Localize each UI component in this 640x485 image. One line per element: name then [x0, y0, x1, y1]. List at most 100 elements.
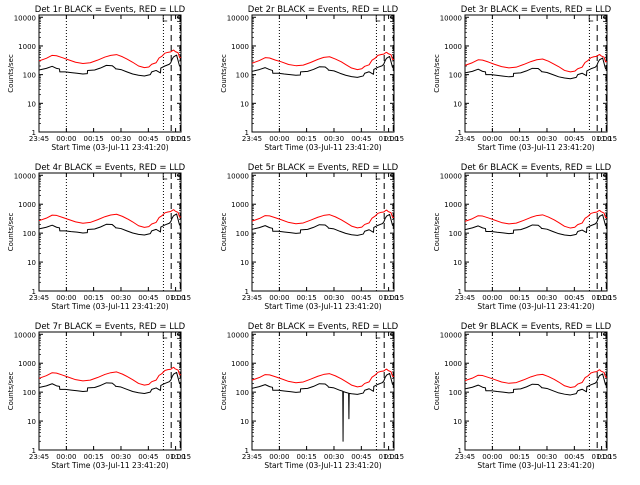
- lld-rate-line: [251, 368, 394, 388]
- y-tick-label: 1000: [18, 201, 36, 209]
- y-tick-label: 10000: [227, 172, 249, 180]
- x-tick-label: 23:45: [455, 135, 475, 143]
- plot-frame: [38, 331, 182, 451]
- x-tick-label: 00:00: [482, 294, 502, 302]
- x-tick-label: 01:00: [165, 294, 185, 302]
- x-tick-label: 00:30: [537, 453, 557, 461]
- x-tick-label: 01:00: [378, 294, 398, 302]
- panel-title: Det 6r BLACK = Events, RED = LLD: [461, 163, 612, 173]
- lld-rate-line: [251, 51, 394, 71]
- event-rate-line: [38, 54, 181, 77]
- bracket-marker: [588, 15, 594, 22]
- panel-title: Det 8r BLACK = Events, RED = LLD: [248, 322, 399, 332]
- saa-annotation: S: [389, 15, 395, 25]
- y-tick-label: 10000: [440, 172, 462, 180]
- x-tick-label: 01:00: [591, 453, 611, 461]
- y-tick-label: 10: [27, 100, 36, 108]
- x-tick-label: 00:15: [510, 135, 530, 143]
- plot-frame: [251, 172, 395, 292]
- y-tick-label: 10000: [14, 14, 36, 22]
- x-tick-label: 00:45: [138, 294, 158, 302]
- detector-panel-4: Det 4r BLACK = Events, RED = LLD 1 10 100 10…: [7, 163, 191, 311]
- x-tick-label: 23:45: [242, 453, 262, 461]
- y-axis-label: Counts/sec: [220, 213, 228, 252]
- y-axis-label: Counts/sec: [433, 213, 441, 252]
- x-tick-label: 01:15: [171, 294, 191, 302]
- plot-frame: [464, 331, 608, 451]
- x-axis-label: Start Time (03-Jul-11 23:41:20): [477, 302, 594, 311]
- x-tick-label: 00:15: [84, 135, 104, 143]
- x-tick-label: 00:30: [324, 453, 344, 461]
- y-tick-label: 1000: [444, 201, 462, 209]
- detector-panel-9: Det 9r BLACK = Events, RED = LLD 1 10 100 10…: [433, 322, 617, 470]
- x-tick-label: 01:00: [378, 453, 398, 461]
- detector-panel-7: Det 7r BLACK = Events, RED = LLD 1 10 100 10…: [7, 322, 191, 470]
- x-tick-label: 23:45: [455, 294, 475, 302]
- x-tick-label: 01:15: [597, 135, 617, 143]
- x-tick-label: 00:00: [482, 135, 502, 143]
- plot-frame: [38, 172, 182, 292]
- x-tick-label: 01:15: [597, 294, 617, 302]
- lld-rate-line: [251, 209, 394, 229]
- panel-title: Det 5r BLACK = Events, RED = LLD: [248, 163, 399, 173]
- y-tick-label: 1: [245, 288, 249, 296]
- lld-rate-line: [38, 49, 181, 69]
- x-tick-label: 01:00: [165, 135, 185, 143]
- y-axis-label: Counts/sec: [220, 54, 228, 93]
- y-tick-label: 100: [449, 72, 462, 80]
- plot-frame: [251, 14, 395, 133]
- y-tick-label: 1000: [18, 43, 36, 51]
- y-tick-label: 100: [449, 230, 462, 238]
- bracket-marker: [375, 332, 381, 339]
- event-rate-line: [38, 213, 181, 236]
- y-tick-label: 1000: [18, 360, 36, 368]
- x-tick-label: 00:30: [324, 135, 344, 143]
- y-tick-label: 10000: [227, 14, 249, 22]
- x-tick-label: 01:15: [384, 453, 404, 461]
- saa-annotation: S: [389, 332, 395, 342]
- lld-rate-line: [464, 53, 607, 73]
- y-tick-label: 10: [453, 418, 462, 426]
- lld-rate-line: [464, 209, 607, 229]
- y-tick-label: 1000: [231, 43, 249, 51]
- plot-frame: [464, 172, 608, 292]
- panel-title: Det 3r BLACK = Events, RED = LLD: [461, 5, 612, 15]
- plot-frame: [38, 14, 182, 133]
- x-axis-label: Start Time (03-Jul-11 23:41:20): [51, 461, 168, 470]
- x-tick-label: 00:15: [84, 294, 104, 302]
- x-axis-label: Start Time (03-Jul-11 23:41:20): [51, 143, 168, 152]
- x-tick-label: 00:15: [297, 135, 317, 143]
- y-tick-label: 100: [23, 230, 36, 238]
- y-tick-label: 100: [23, 389, 36, 397]
- saa-annotation: S: [602, 15, 608, 25]
- y-tick-label: 10: [240, 418, 249, 426]
- x-tick-label: 00:45: [351, 135, 371, 143]
- panel-title: Det 1r BLACK = Events, RED = LLD: [35, 5, 186, 15]
- x-tick-label: 00:30: [324, 294, 344, 302]
- y-tick-label: 100: [449, 389, 462, 397]
- event-rate-line: [464, 373, 607, 396]
- x-tick-label: 00:45: [564, 453, 584, 461]
- x-axis-label: Start Time (03-Jul-11 23:41:20): [264, 302, 381, 311]
- x-axis-label: Start Time (03-Jul-11 23:41:20): [264, 143, 381, 152]
- y-tick-label: 100: [236, 389, 249, 397]
- x-tick-label: 00:00: [56, 294, 76, 302]
- saa-annotation: S: [602, 173, 608, 183]
- y-tick-label: 100: [236, 230, 249, 238]
- saa-annotation: S: [389, 173, 395, 183]
- x-tick-label: 00:30: [111, 135, 131, 143]
- bracket-marker: [588, 332, 594, 339]
- lld-rate-line: [464, 369, 607, 388]
- bracket-marker: [162, 15, 168, 22]
- y-tick-label: 1000: [231, 360, 249, 368]
- saa-annotation: S: [176, 332, 182, 342]
- y-tick-label: 1: [458, 447, 462, 455]
- x-tick-label: 01:15: [384, 135, 404, 143]
- y-tick-label: 1000: [231, 201, 249, 209]
- x-tick-label: 01:15: [597, 453, 617, 461]
- x-tick-label: 00:00: [269, 453, 289, 461]
- bracket-marker: [588, 173, 594, 180]
- y-axis-label: Counts/sec: [433, 372, 441, 411]
- x-tick-label: 00:15: [297, 453, 317, 461]
- plot-frame: [251, 331, 395, 451]
